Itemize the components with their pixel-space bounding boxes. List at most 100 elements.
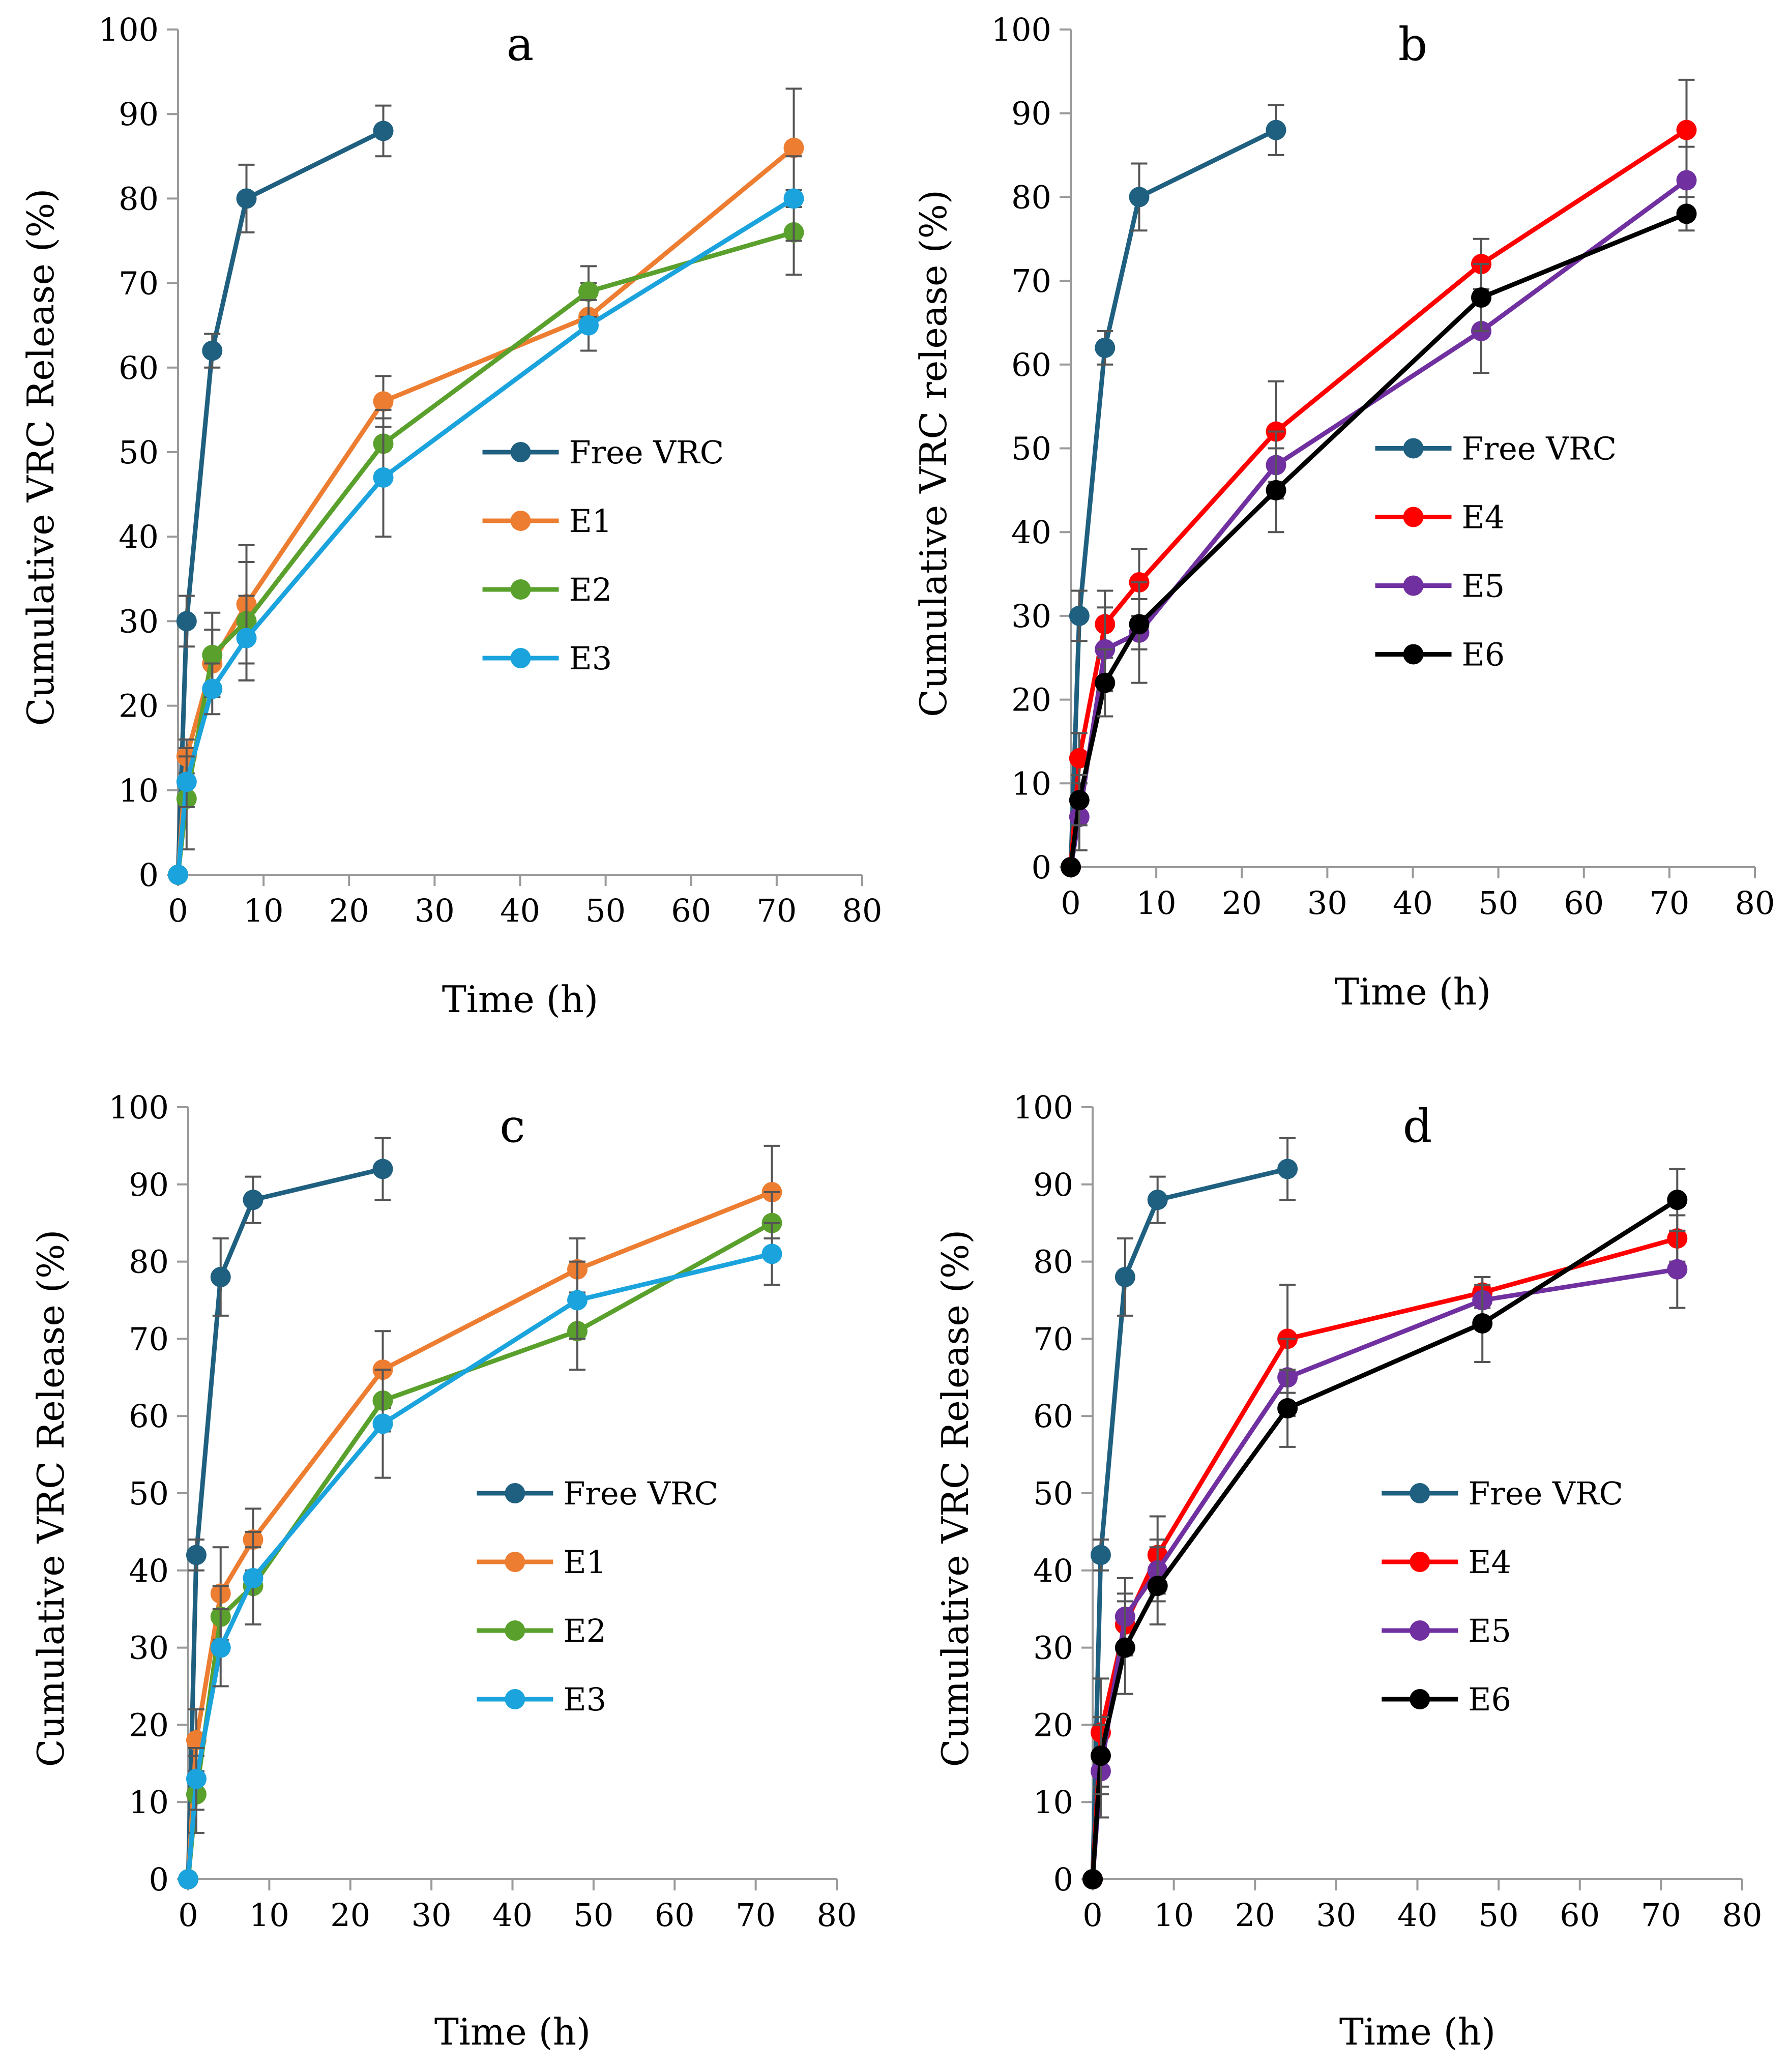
x-tick-label: 10: [1136, 884, 1177, 922]
data-point: [1472, 1313, 1493, 1334]
data-point: [1471, 287, 1491, 308]
x-tick-label: 40: [492, 1897, 533, 1934]
x-tick-label: 30: [1307, 884, 1347, 922]
x-axis-title: Time (h): [442, 978, 598, 1021]
x-tick-label: 50: [585, 892, 626, 929]
data-point: [567, 1290, 588, 1311]
y-tick-label: 30: [129, 1630, 169, 1667]
y-axis-title: Cumulative VRC Release (%): [30, 1230, 72, 1767]
data-point: [1676, 120, 1697, 140]
data-point: [202, 678, 223, 699]
y-tick-label: 40: [129, 1552, 169, 1589]
x-tick-label: 70: [756, 892, 797, 929]
y-tick-label: 60: [119, 349, 159, 387]
chart-panel-b: 0 10 20 30 40 50 60 70 80 90 100 0 10 20 30 40 50 60 70 80 T…: [912, 11, 1775, 1013]
data-point: [168, 865, 188, 885]
data-point: [243, 1190, 263, 1210]
data-point: [176, 611, 197, 632]
data-point: [1266, 120, 1286, 140]
legend-swatch-marker: [1410, 1552, 1430, 1572]
legend-swatch-marker: [510, 579, 531, 600]
legend-label: E2: [569, 571, 612, 608]
x-tick-label: 40: [1397, 1897, 1438, 1934]
x-tick-label: 70: [1649, 884, 1689, 922]
data-point: [1667, 1259, 1688, 1280]
x-axis-title: Time (h): [434, 2010, 591, 2053]
legend-swatch-marker: [1403, 438, 1424, 459]
x-tick-label: 20: [330, 1897, 370, 1934]
chart-panel-a: 0 10 20 30 40 50 60 70 80 90 100 0 10 20 30 40 50 60 70 80 T…: [19, 11, 882, 1021]
data-point: [186, 1545, 207, 1565]
data-point: [1095, 672, 1116, 693]
legend-label: E6: [1468, 1681, 1511, 1718]
data-point: [1277, 1398, 1298, 1419]
x-tick-label: 70: [736, 1897, 776, 1934]
legend-swatch-marker: [505, 1552, 525, 1572]
series-free-vrc: Free VRC: [1082, 1137, 1623, 1889]
y-tick-label: 0: [1032, 849, 1051, 886]
legend-label: E3: [563, 1681, 606, 1718]
y-tick-label: 80: [1033, 1244, 1073, 1281]
legend-label: E4: [1462, 499, 1505, 536]
data-point: [1095, 337, 1116, 358]
series-free-vrc: Free VRC: [1061, 104, 1617, 877]
series-e6: E6: [1061, 196, 1697, 877]
y-tick-label: 50: [1011, 430, 1051, 467]
data-point: [236, 628, 257, 648]
x-tick-label: 80: [1735, 884, 1775, 922]
y-tick-label: 10: [119, 772, 159, 809]
legend-label: Free VRC: [1462, 430, 1617, 467]
x-tick-label: 50: [573, 1897, 613, 1934]
data-point: [1277, 1159, 1298, 1179]
data-point: [578, 281, 599, 302]
y-tick-label: 90: [129, 1166, 169, 1203]
y-tick-label: 40: [1033, 1552, 1073, 1589]
panel-title: c: [500, 1100, 525, 1153]
data-point: [1266, 480, 1286, 500]
legend-swatch-marker: [505, 1620, 525, 1641]
y-tick-label: 100: [109, 1089, 169, 1126]
data-point: [202, 644, 223, 665]
data-point: [1129, 614, 1150, 635]
data-point: [783, 137, 804, 158]
y-tick-label: 20: [119, 688, 159, 725]
x-tick-label: 10: [1154, 1897, 1194, 1934]
legend-swatch-marker: [505, 1483, 525, 1503]
data-point: [761, 1244, 782, 1264]
y-tick-label: 0: [1053, 1861, 1073, 1898]
y-tick-label: 80: [1011, 179, 1051, 216]
x-tick-label: 20: [1235, 1897, 1275, 1934]
data-point: [1115, 1637, 1135, 1658]
x-tick-label: 60: [671, 892, 711, 929]
x-tick-label: 0: [1082, 1897, 1102, 1934]
y-tick-label: 10: [129, 1784, 169, 1821]
data-point: [1069, 790, 1090, 811]
data-point: [210, 1266, 231, 1287]
y-tick-label: 80: [119, 180, 159, 217]
data-point: [373, 391, 394, 412]
x-tick-label: 10: [249, 1897, 289, 1934]
data-point: [186, 1768, 207, 1789]
legend-label: E1: [569, 502, 612, 540]
y-tick-label: 70: [1011, 262, 1051, 300]
x-tick-label: 60: [1564, 884, 1604, 922]
data-point: [1676, 170, 1697, 191]
legend-label: Free VRC: [563, 1475, 718, 1512]
y-tick-label: 50: [129, 1475, 169, 1512]
x-tick-label: 40: [500, 892, 540, 929]
y-tick-label: 0: [149, 1861, 169, 1898]
y-tick-label: 70: [119, 265, 159, 302]
x-tick-label: 30: [415, 892, 455, 929]
data-point: [1069, 748, 1090, 768]
y-tick-label: 100: [99, 11, 159, 48]
legend-swatch-marker: [1403, 507, 1424, 527]
x-tick-label: 40: [1393, 884, 1433, 922]
y-axis-title: Cumulative VRC release (%): [912, 190, 955, 717]
data-point: [176, 772, 197, 792]
legend-label: E3: [569, 640, 612, 677]
x-axis-title: Time (h): [1335, 970, 1491, 1013]
y-tick-label: 80: [129, 1244, 169, 1281]
x-tick-label: 30: [1316, 1897, 1356, 1934]
data-point: [372, 1159, 393, 1179]
